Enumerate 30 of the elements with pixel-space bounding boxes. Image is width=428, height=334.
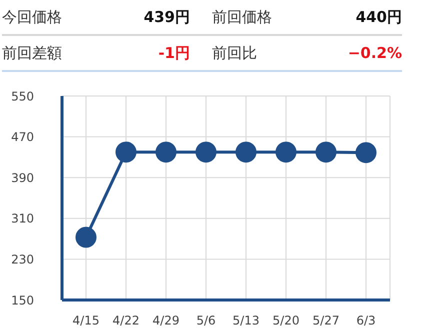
x-tick-label: 5/27 <box>312 314 340 328</box>
y-tick-label: 150 <box>11 293 34 308</box>
point <box>316 142 336 163</box>
x-tick-label: 5/20 <box>272 314 300 328</box>
text: −0.2% <box>348 44 402 62</box>
point <box>196 142 216 163</box>
text: 前回比 <box>212 44 257 62</box>
y-tick-label: 550 <box>11 89 34 104</box>
point <box>156 142 176 163</box>
text: 439円 <box>144 8 190 26</box>
point <box>116 142 136 163</box>
text: -1円 <box>158 44 190 62</box>
y-tick-label: 310 <box>11 212 34 226</box>
y-tick-label: 470 <box>11 130 34 144</box>
x-tick-label: 6/3 <box>356 314 376 328</box>
text: 今回価格 <box>2 8 62 26</box>
x-tick-label: 4/22 <box>112 314 140 328</box>
x-tick-label: 5/13 <box>232 314 260 328</box>
y-tick-label: 230 <box>11 252 34 266</box>
text: 前回差額 <box>2 44 62 62</box>
x-tick-label: 4/15 <box>72 314 100 328</box>
point <box>356 142 376 164</box>
x-tick-label: 4/29 <box>152 314 180 328</box>
point <box>276 142 296 163</box>
point <box>76 226 96 248</box>
text: 前回価格 <box>212 8 272 26</box>
text: 440円 <box>356 8 402 26</box>
point <box>236 142 256 163</box>
x-tick-label: 5/6 <box>196 314 216 328</box>
y-tick-label: 390 <box>11 170 34 185</box>
